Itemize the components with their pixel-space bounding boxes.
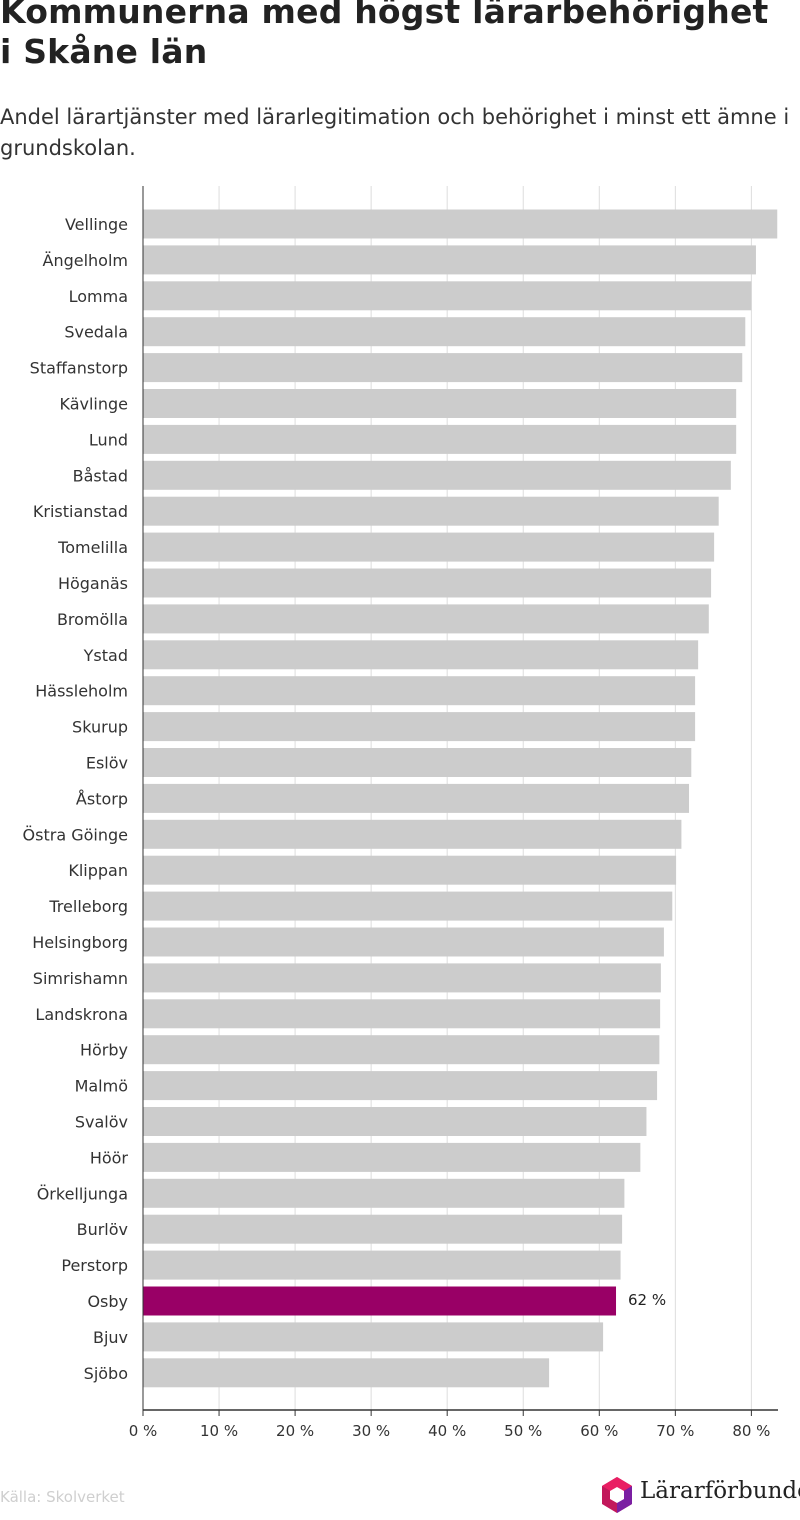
bar[interactable] <box>143 1358 550 1388</box>
bar[interactable] <box>143 460 731 490</box>
bar[interactable] <box>143 496 719 526</box>
category-label: Simrishamn <box>33 969 128 988</box>
bar[interactable] <box>143 568 712 598</box>
bar[interactable] <box>143 963 661 993</box>
category-label: Vellinge <box>65 215 128 234</box>
bar[interactable] <box>143 532 715 562</box>
x-tick-label: 20 % <box>276 1422 314 1440</box>
bar[interactable] <box>143 1214 623 1244</box>
bar[interactable] <box>143 640 699 670</box>
category-label: Trelleborg <box>48 897 128 916</box>
category-label: Klippan <box>68 861 128 880</box>
hexagon-logo-icon <box>602 1477 632 1513</box>
category-label: Burlöv <box>77 1220 128 1239</box>
category-label: Perstorp <box>61 1256 128 1275</box>
category-label: Kävlinge <box>59 395 128 414</box>
category-label: Bjuv <box>93 1328 128 1347</box>
category-label: Hörby <box>80 1041 128 1060</box>
logo-text: Lärarförbundet <box>640 1478 800 1504</box>
bar[interactable] <box>143 353 743 383</box>
category-label: Båstad <box>73 466 128 485</box>
bar[interactable] <box>143 1142 641 1172</box>
bar-chart: Vellinge Ängelholm Lomma Svedala Staffanstor… <box>23 186 778 1440</box>
bar[interactable] <box>143 245 756 275</box>
category-label: Örkelljunga <box>37 1184 128 1203</box>
bar[interactable] <box>143 1071 658 1101</box>
x-tick-label: 60 % <box>580 1422 618 1440</box>
bar[interactable] <box>143 927 664 957</box>
x-tick-label: 40 % <box>428 1422 466 1440</box>
category-label: Höör <box>90 1148 129 1167</box>
bar[interactable] <box>143 676 696 706</box>
bar[interactable] <box>143 1035 660 1065</box>
bar[interactable] <box>143 1107 647 1136</box>
bar[interactable] <box>143 819 682 849</box>
bar[interactable] <box>143 999 661 1029</box>
x-tick-label: 80 % <box>732 1422 770 1440</box>
category-label: Höganäs <box>58 574 128 593</box>
category-label: Ängelholm <box>43 251 129 270</box>
category-label: Lund <box>89 430 128 449</box>
category-label: Sjöbo <box>84 1364 128 1383</box>
x-tick-label: 70 % <box>656 1422 694 1440</box>
bar[interactable] <box>143 783 690 813</box>
bars <box>143 209 778 1388</box>
bar[interactable] <box>143 891 673 921</box>
bar[interactable] <box>143 317 746 347</box>
category-label: Svalöv <box>75 1113 128 1132</box>
x-axis: 0 % 10 % 20 % 30 % 40 % 50 % 60 % 70 % 80 % <box>129 186 778 1440</box>
bar-highlighted[interactable] <box>143 1286 617 1316</box>
bar[interactable] <box>143 1250 621 1280</box>
bar[interactable] <box>143 855 677 885</box>
category-label: Helsingborg <box>32 933 128 952</box>
bar[interactable] <box>143 748 692 777</box>
bar[interactable] <box>143 424 737 454</box>
x-tick-label: 50 % <box>504 1422 542 1440</box>
category-label: Osby <box>87 1292 128 1311</box>
x-tick-label: 10 % <box>200 1422 238 1440</box>
category-label: Tomelilla <box>57 538 128 557</box>
bar[interactable] <box>143 712 696 742</box>
bar[interactable] <box>143 604 709 634</box>
category-label: Hässleholm <box>35 682 128 701</box>
category-label: Lomma <box>69 287 128 306</box>
bar[interactable] <box>143 209 778 239</box>
category-label: Landskrona <box>35 1005 128 1024</box>
x-tick-label: 30 % <box>352 1422 390 1440</box>
chart-title: Kommunerna med högst lärarbehörighet i S… <box>0 0 769 71</box>
category-label: Eslöv <box>86 754 128 773</box>
source-note: Källa: Skolverket <box>0 1488 125 1506</box>
bar[interactable] <box>143 1322 604 1352</box>
category-labels: Vellinge Ängelholm Lomma Svedala Staffanstor… <box>23 215 667 1383</box>
category-label: Östra Göinge <box>23 825 128 844</box>
x-tick-label: 0 % <box>129 1422 158 1440</box>
category-label: Svedala <box>64 323 128 342</box>
chart-subtitle: Andel lärartjänster med lärarlegitimatio… <box>0 105 790 160</box>
category-label: Malmö <box>75 1077 128 1096</box>
category-label: Ystad <box>83 646 128 665</box>
lararforbundet-logo[interactable]: Lärarförbundet <box>600 1474 800 1516</box>
category-label: Åstorp <box>76 789 128 808</box>
data-label: 62 % <box>628 1291 666 1309</box>
category-label: Skurup <box>72 718 128 737</box>
bar[interactable] <box>143 1178 625 1208</box>
category-label: Bromölla <box>57 610 128 629</box>
bar[interactable] <box>143 281 752 311</box>
category-label: Kristianstad <box>33 502 128 521</box>
category-label: Staffanstorp <box>30 359 128 378</box>
bar[interactable] <box>143 389 737 418</box>
